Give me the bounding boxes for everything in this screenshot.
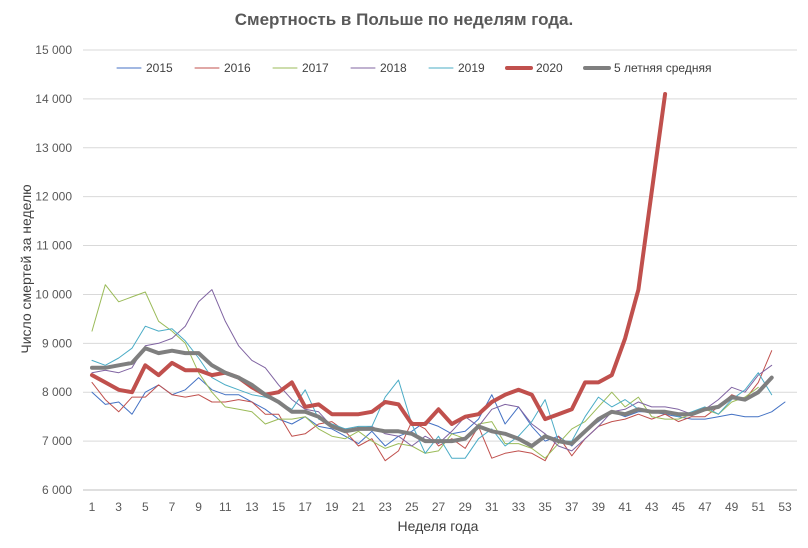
x-tick-label: 9	[195, 500, 202, 514]
x-tick-label: 11	[219, 500, 232, 514]
series-line-1	[91, 350, 773, 462]
y-tick-label: 7 000	[42, 434, 72, 448]
x-tick-label: 29	[458, 500, 472, 514]
chart-title: Смертность в Польше по неделям года.	[235, 10, 573, 29]
x-tick-label: 43	[645, 500, 659, 514]
x-tick-label: 37	[565, 500, 579, 514]
x-tick-label: 1	[89, 500, 96, 514]
y-tick-label: 6 000	[42, 483, 72, 497]
x-tick-label: 51	[752, 500, 766, 514]
y-tick-label: 11 000	[36, 239, 72, 253]
x-tick-label: 25	[405, 500, 419, 514]
x-tick-label: 35	[538, 500, 552, 514]
series-line-5	[90, 92, 668, 426]
legend-label: 2020	[536, 61, 563, 75]
legend-label: 2015	[146, 61, 173, 75]
x-axis-ticks: 1 3 5 7 9 11 13 15 17 19 21 23 25 27 29 31 33 35 37 39 41 43 4…	[89, 500, 792, 514]
y-tick-label: 14 000	[35, 92, 72, 106]
x-tick-label: 19	[325, 500, 339, 514]
x-tick-label: 47	[698, 500, 712, 514]
x-tick-label: 17	[299, 500, 313, 514]
y-tick-label: 12 000	[35, 190, 72, 204]
x-tick-label: 13	[245, 500, 259, 514]
y-tick-label: 9 000	[42, 336, 72, 350]
x-tick-label: 45	[672, 500, 686, 514]
x-tick-label: 15	[272, 500, 286, 514]
x-tick-label: 33	[512, 500, 526, 514]
x-tick-label: 53	[778, 500, 792, 514]
x-tick-label: 27	[432, 500, 446, 514]
x-tick-label: 41	[618, 500, 632, 514]
y-axis-ticks: 6 000 7 000 8 000 9 000 10 000 11 000 12 000 13…	[35, 43, 72, 497]
y-axis-label: Число смертей за неделю	[18, 184, 34, 353]
x-tick-label: 49	[725, 500, 739, 514]
y-tick-label: 10 000	[35, 287, 72, 301]
legend-label: 2019	[458, 61, 485, 75]
x-tick-label: 31	[485, 500, 499, 514]
x-axis-label: Неделя года	[398, 518, 479, 534]
x-tick-label: 5	[142, 500, 149, 514]
legend: 2015 2016 2017 2018 2019 2020 5 летняя средняя	[116, 61, 711, 75]
x-tick-label: 7	[169, 500, 176, 514]
gridlines	[83, 49, 797, 442]
legend-label: 2016	[224, 61, 251, 75]
series-line-6	[90, 346, 774, 448]
legend-label: 2017	[302, 61, 329, 75]
series-lines	[90, 92, 786, 462]
x-tick-label: 21	[352, 500, 366, 514]
x-tick-label: 3	[115, 500, 122, 514]
legend-label: 2018	[380, 61, 407, 75]
legend-label: 5 летняя средняя	[614, 61, 711, 75]
y-tick-label: 8 000	[42, 385, 72, 399]
x-tick-label: 39	[592, 500, 606, 514]
y-tick-label: 13 000	[35, 141, 72, 155]
y-tick-label: 15 000	[35, 43, 72, 57]
x-tick-label: 23	[379, 500, 393, 514]
